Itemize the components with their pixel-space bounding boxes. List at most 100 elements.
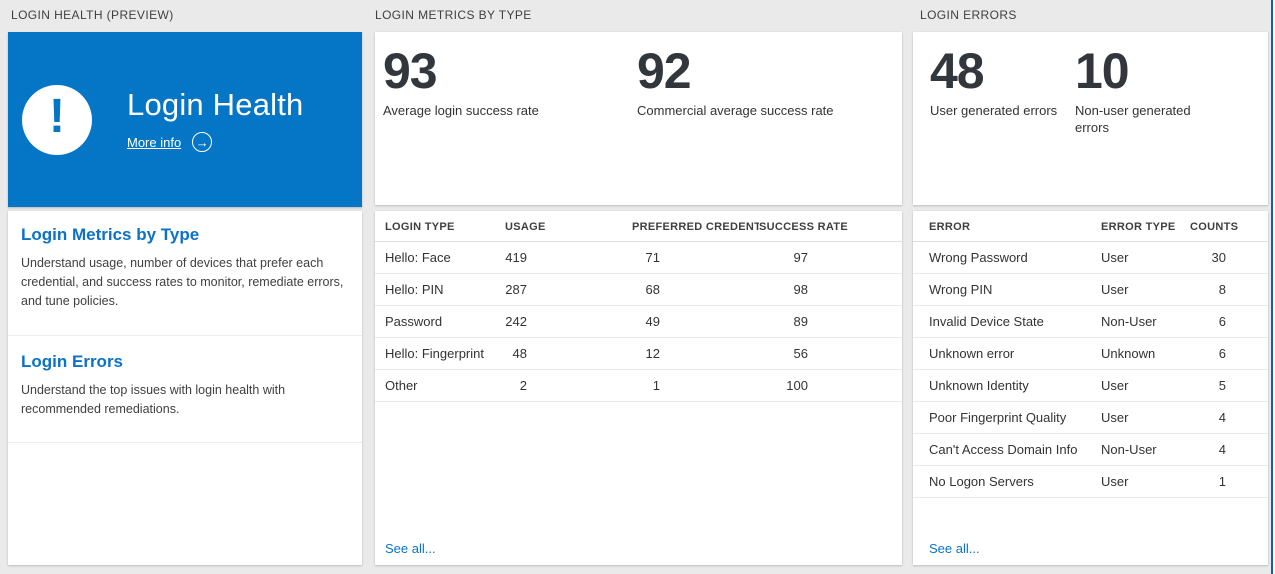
stat-value: 48 bbox=[930, 43, 985, 99]
login-errors-description: Understand the top issues with login hea… bbox=[21, 383, 286, 416]
see-all-link-errors[interactable]: See all... bbox=[929, 541, 980, 556]
column-header: USAGE bbox=[505, 211, 632, 242]
stat-label: Commercial average success rate bbox=[637, 103, 834, 118]
table-cell: 8 bbox=[1190, 273, 1268, 306]
login-metrics-by-type-link[interactable]: Login Metrics by Type bbox=[21, 225, 200, 244]
table-cell: Invalid Device State bbox=[913, 305, 1101, 338]
table-cell: 5 bbox=[1190, 369, 1268, 402]
table-row: Poor Fingerprint Quality User 4 bbox=[913, 401, 1268, 434]
table-cell: 71 bbox=[632, 241, 759, 274]
login-errors-link[interactable]: Login Errors bbox=[21, 352, 124, 371]
table-cell: 68 bbox=[632, 273, 759, 306]
table-cell: 6 bbox=[1190, 337, 1268, 370]
table-cell: 1 bbox=[1190, 465, 1268, 498]
stat-label: Non-user generated errors bbox=[1075, 103, 1191, 135]
table-cell: Poor Fingerprint Quality bbox=[913, 401, 1101, 434]
login-health-tile[interactable]: ! Login Health More info → bbox=[8, 32, 362, 207]
table-row: Hello: Face 419 71 97 bbox=[375, 241, 902, 274]
table-cell: Can't Access Domain Info bbox=[913, 433, 1101, 466]
arrow-right-icon: → bbox=[192, 132, 213, 152]
table-row: Hello: Fingerprint 48 12 56 bbox=[375, 337, 902, 370]
table-cell: 100 bbox=[759, 369, 902, 402]
more-info-link[interactable]: More info → bbox=[127, 132, 303, 152]
table-cell: 98 bbox=[759, 273, 902, 306]
table-cell: 419 bbox=[505, 241, 632, 274]
column-header: PREFERRED CREDENTIAL bbox=[632, 211, 759, 242]
stat-label: User generated errors bbox=[930, 103, 1058, 118]
table-cell: Hello: PIN bbox=[375, 273, 505, 306]
table-cell: 1 bbox=[632, 369, 759, 402]
table-cell: Non-User bbox=[1101, 433, 1190, 466]
table-cell: Wrong PIN bbox=[913, 273, 1101, 306]
login-metrics-by-type-description: Understand usage, number of devices that… bbox=[21, 256, 344, 308]
list-item-login-errors: Login Errors Understand the top issues w… bbox=[8, 336, 362, 443]
stat-value: 93 bbox=[383, 43, 438, 99]
table-cell: User bbox=[1101, 241, 1190, 274]
table-row: Unknown error Unknown 6 bbox=[913, 337, 1268, 370]
right-edge-white-strip bbox=[1273, 0, 1275, 574]
alert-circle: ! bbox=[22, 84, 92, 155]
login-errors-table-card: ERROR ERROR TYPE COUNTS Wrong Password User 3… bbox=[913, 211, 1268, 565]
table-cell: 97 bbox=[759, 241, 902, 274]
table-cell: 49 bbox=[632, 305, 759, 338]
table-row: Unknown Identity User 5 bbox=[913, 369, 1268, 402]
section-header-login-health: LOGIN HEALTH (PREVIEW) bbox=[11, 8, 174, 22]
table-cell: 89 bbox=[759, 305, 902, 338]
table-cell: 287 bbox=[505, 273, 632, 306]
table-cell: 242 bbox=[505, 305, 632, 338]
table-row: Invalid Device State Non-User 6 bbox=[913, 305, 1268, 338]
table-cell: Non-User bbox=[1101, 305, 1190, 338]
right-edge-accent-line bbox=[1271, 0, 1273, 574]
table-row: Wrong Password User 30 bbox=[913, 241, 1268, 274]
stat-non-user-generated-errors: 10 Non-user generated errors bbox=[1075, 44, 1260, 136]
column-header: ERROR bbox=[913, 211, 1101, 242]
table-cell: 6 bbox=[1190, 305, 1268, 338]
table-cell: 56 bbox=[759, 337, 902, 370]
table-cell: 2 bbox=[505, 369, 632, 402]
table-cell: 12 bbox=[632, 337, 759, 370]
table-header-row: ERROR ERROR TYPE COUNTS bbox=[913, 211, 1268, 242]
stat-label: Average login success rate bbox=[383, 103, 539, 118]
stat-commercial-average-success-rate: 92 Commercial average success rate bbox=[637, 44, 897, 119]
login-errors-stats-card: 48 User generated errors 10 Non-user gen… bbox=[913, 32, 1268, 205]
table-cell: Unknown bbox=[1101, 337, 1190, 370]
table-cell: Other bbox=[375, 369, 505, 402]
table-cell: Wrong Password bbox=[913, 241, 1101, 274]
table-row: Wrong PIN User 8 bbox=[913, 273, 1268, 306]
login-errors-table: ERROR ERROR TYPE COUNTS Wrong Password User 3… bbox=[913, 211, 1268, 498]
stat-value: 92 bbox=[637, 43, 692, 99]
stat-average-login-success-rate: 93 Average login success rate bbox=[383, 44, 637, 119]
table-row: Other 2 1 100 bbox=[375, 369, 902, 402]
table-cell: Unknown Identity bbox=[913, 369, 1101, 402]
table-cell: 48 bbox=[505, 337, 632, 370]
table-cell: User bbox=[1101, 273, 1190, 306]
table-row: Password 242 49 89 bbox=[375, 305, 902, 338]
table-row: Can't Access Domain Info Non-User 4 bbox=[913, 433, 1268, 466]
table-cell: Password bbox=[375, 305, 505, 338]
section-header-login-errors: LOGIN ERRORS bbox=[920, 8, 1017, 22]
stat-user-generated-errors: 48 User generated errors bbox=[930, 44, 1075, 136]
column-header: SUCCESS RATE bbox=[759, 211, 902, 242]
table-cell: 4 bbox=[1190, 401, 1268, 434]
login-metrics-stats-card: 93 Average login success rate 92 Commerc… bbox=[375, 32, 902, 205]
table-cell: User bbox=[1101, 401, 1190, 434]
column-header: COUNTS bbox=[1190, 211, 1268, 242]
table-cell: 4 bbox=[1190, 433, 1268, 466]
see-all-link-metrics[interactable]: See all... bbox=[385, 541, 436, 556]
more-info-label[interactable]: More info bbox=[127, 134, 182, 150]
column-header: ERROR TYPE bbox=[1101, 211, 1190, 242]
table-row: No Logon Servers User 1 bbox=[913, 465, 1268, 498]
list-item-empty bbox=[8, 443, 362, 565]
section-header-login-metrics-by-type: LOGIN METRICS BY TYPE bbox=[375, 8, 532, 22]
table-cell: 30 bbox=[1190, 241, 1268, 274]
login-health-list-card: Login Metrics by Type Understand usage, … bbox=[8, 211, 362, 565]
table-cell: User bbox=[1101, 369, 1190, 402]
login-health-tile-content: ! Login Health More info → bbox=[8, 32, 362, 207]
exclamation-icon: ! bbox=[49, 90, 65, 143]
table-cell: Unknown error bbox=[913, 337, 1101, 370]
table-cell: No Logon Servers bbox=[913, 465, 1101, 498]
table-cell: User bbox=[1101, 465, 1190, 498]
